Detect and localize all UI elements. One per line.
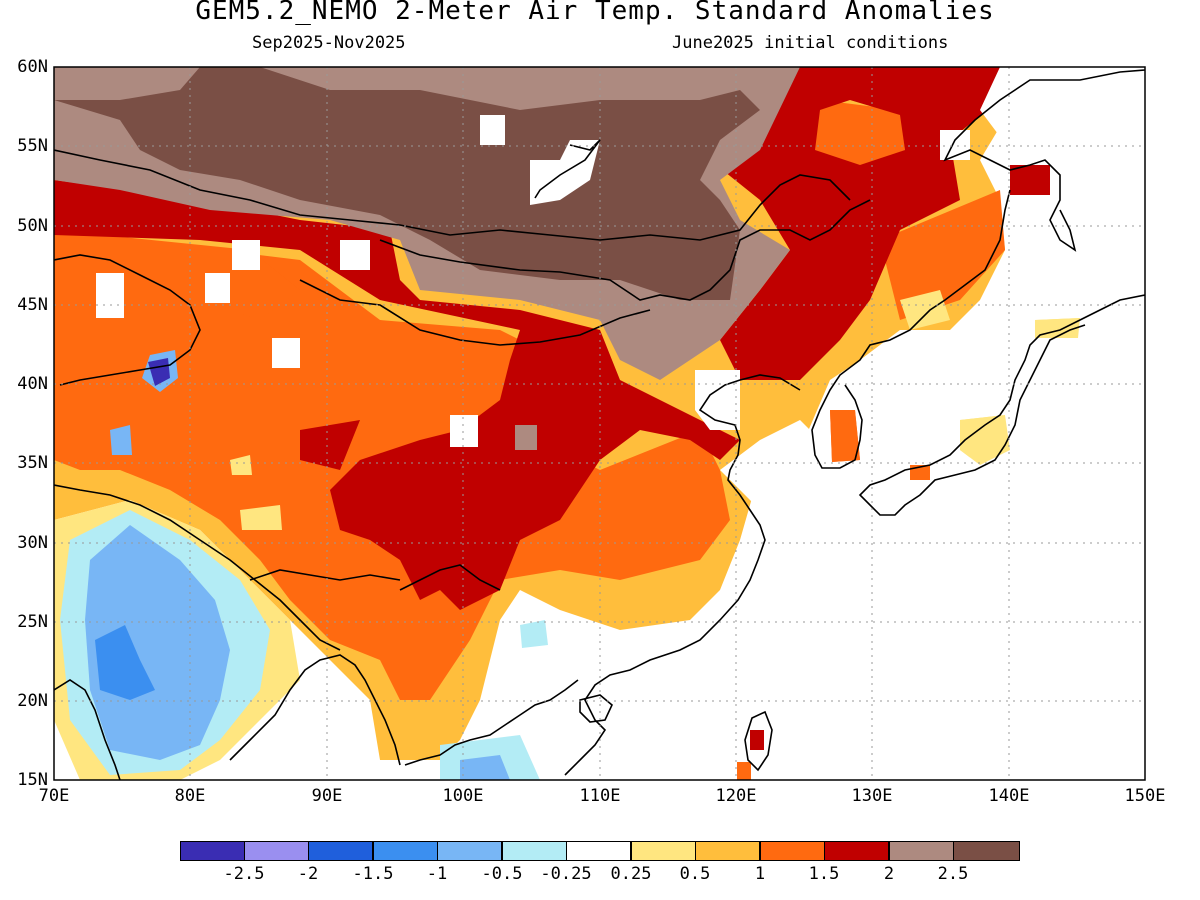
colorbar-label: 2.5 (937, 864, 969, 884)
colorbar-label: 2 (883, 864, 895, 884)
lat-label: 50N (17, 216, 48, 236)
chart-title: GEM5.2_NEMO 2-Meter Air Temp. Standard A… (195, 0, 995, 26)
lon-label: 90E (311, 786, 343, 806)
colorbar-swatch (631, 841, 696, 861)
colorbar-label: -1 (426, 864, 448, 884)
colorbar-label: -0.25 (540, 864, 592, 884)
colorbar-swatch (824, 841, 889, 861)
lat-label: 45N (17, 295, 48, 315)
lon-label: 110E (579, 786, 621, 806)
colorbar-swatch (566, 841, 631, 861)
colorbar-swatch (437, 841, 502, 861)
lat-label: 60N (17, 57, 48, 77)
initial-conditions: June2025 initial conditions (672, 33, 949, 53)
colorbar-label: 1 (754, 864, 766, 884)
colorbar-swatch (180, 841, 245, 861)
colorbar-swatch (308, 841, 373, 861)
lon-label: 80E (174, 786, 206, 806)
colorbar-label: -0.5 (481, 864, 523, 884)
lon-label: 150E (1124, 786, 1166, 806)
colorbar-swatch (760, 841, 825, 861)
lon-label: 130E (851, 786, 893, 806)
colorbar-swatch (502, 841, 567, 861)
lat-label: 55N (17, 136, 48, 156)
lat-label: 20N (17, 691, 48, 711)
lat-label: 40N (17, 374, 48, 394)
colorbar-swatch (244, 841, 309, 861)
lon-label: 100E (442, 786, 484, 806)
colorbar-swatch (953, 841, 1020, 861)
colorbar-label: -1.5 (352, 864, 394, 884)
lon-label: 140E (988, 786, 1030, 806)
coastlines (54, 69, 1145, 780)
colorbar-label: 0.25 (610, 864, 652, 884)
lon-label: 120E (715, 786, 757, 806)
colorbar-label: 0.5 (679, 864, 711, 884)
lat-label: 15N (17, 770, 48, 790)
colorbar-label: 1.5 (808, 864, 840, 884)
anomaly-field (54, 67, 1145, 780)
colorbar-swatch (889, 841, 954, 861)
forecast-period: Sep2025-Nov2025 (252, 33, 406, 53)
colorbar-swatch (373, 841, 438, 861)
colorbar-swatch (695, 841, 760, 861)
colorbar-label: -2.5 (223, 864, 265, 884)
lon-label: 70E (38, 786, 70, 806)
lat-label: 35N (17, 453, 48, 473)
colorbar-label: -2 (297, 864, 319, 884)
lat-label: 25N (17, 612, 48, 632)
lat-label: 30N (17, 533, 48, 553)
map-frame (53, 66, 1146, 781)
